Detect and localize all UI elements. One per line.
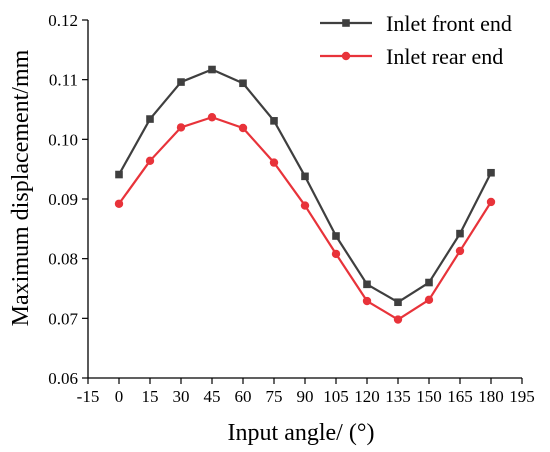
- series-layer: [114, 65, 496, 324]
- data-point: [487, 168, 495, 177]
- x-axis-ticks: -15 0 15 30 45 60 75 90 105 120 135 150 165 180 195: [77, 378, 535, 406]
- x-tick-label: 30: [173, 387, 190, 406]
- data-point: [207, 113, 217, 122]
- legend-label: Inlet front end: [386, 11, 512, 36]
- x-tick-label: 120: [354, 387, 380, 406]
- y-tick-label: 0.10: [48, 130, 78, 149]
- x-tick-label: 180: [478, 387, 504, 406]
- data-point: [146, 115, 154, 123]
- series-line: [118, 116, 492, 321]
- y-axis-ticks: 0.06 0.07 0.08 0.09 0.10 0.11 0.12: [48, 11, 88, 388]
- data-point: [424, 295, 434, 305]
- data-point: [362, 296, 372, 306]
- data-point: [145, 156, 155, 166]
- axes: [87, 20, 522, 379]
- data-point: [455, 246, 465, 256]
- legend: Inlet front end Inlet rear end: [320, 11, 512, 69]
- y-tick-label: 0.08: [48, 250, 78, 269]
- data-point: [269, 158, 279, 167]
- data-point: [270, 117, 278, 125]
- legend-marker: [342, 19, 350, 27]
- data-point: [176, 123, 186, 132]
- x-tick-label: 60: [235, 387, 252, 406]
- data-point: [301, 172, 309, 181]
- data-point: [238, 123, 248, 133]
- data-point: [363, 280, 371, 289]
- data-point: [393, 315, 403, 324]
- data-point: [486, 197, 496, 207]
- x-axis-title: Input angle/ (°): [228, 420, 375, 446]
- data-point: [239, 79, 247, 88]
- y-tick-label: 0.09: [48, 190, 78, 209]
- legend-marker: [341, 51, 351, 61]
- data-point: [177, 78, 185, 86]
- x-tick-label: 45: [204, 387, 221, 406]
- y-axis-title: Maximum displacement/mm: [8, 49, 34, 326]
- x-tick-label: -15: [77, 387, 100, 406]
- x-tick-label: 15: [142, 387, 159, 406]
- legend-label: Inlet rear end: [386, 44, 503, 69]
- x-tick-label: 0: [115, 387, 124, 406]
- y-tick-label: 0.12: [48, 11, 78, 30]
- data-point: [331, 249, 341, 259]
- series-line: [118, 68, 492, 304]
- data-point: [394, 298, 402, 307]
- x-tick-label: 135: [385, 387, 411, 406]
- data-point: [332, 232, 340, 240]
- x-tick-label: 90: [297, 387, 314, 406]
- x-tick-label: 195: [509, 387, 535, 406]
- data-point: [456, 229, 464, 238]
- y-tick-label: 0.11: [49, 71, 78, 90]
- y-tick-label: 0.06: [48, 369, 78, 388]
- data-point: [208, 65, 216, 74]
- x-tick-label: 150: [416, 387, 442, 406]
- data-point: [425, 278, 433, 287]
- x-tick-label: 165: [447, 387, 473, 406]
- data-point: [114, 199, 124, 208]
- data-point: [300, 201, 310, 210]
- series-2: [114, 113, 496, 324]
- y-tick-label: 0.07: [48, 309, 78, 328]
- series-1: [115, 65, 495, 307]
- data-point: [115, 170, 123, 179]
- x-tick-label: 75: [266, 387, 283, 406]
- x-tick-label: 105: [323, 387, 349, 406]
